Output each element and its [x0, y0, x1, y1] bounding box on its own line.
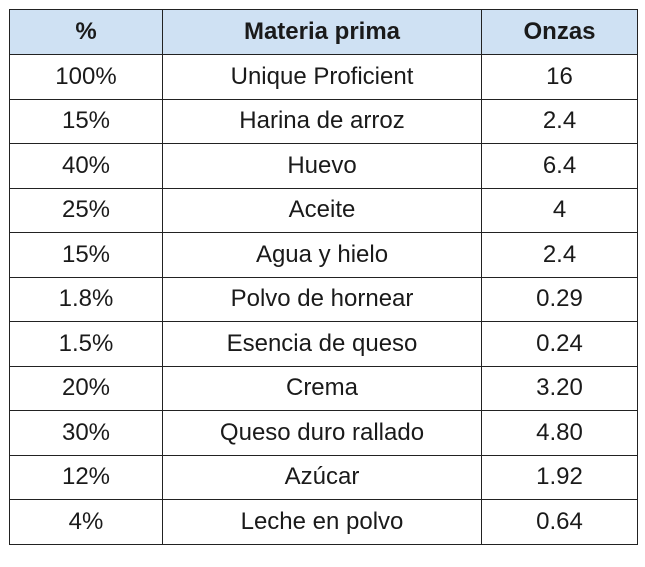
header-materia-prima: Materia prima	[162, 9, 482, 55]
table-row: 1.8% Polvo de hornear 0.29	[9, 276, 638, 322]
table-row: 20% Crema 3.20	[9, 365, 638, 411]
recipe-table-container: % Materia prima Onzas 100% Unique Profici…	[9, 9, 638, 545]
cell-onzas: 16	[481, 54, 638, 100]
cell-percent: 1.8%	[9, 276, 163, 322]
cell-materia-prima: Agua y hielo	[162, 232, 482, 278]
table-row: 100% Unique Proficient 16	[9, 54, 638, 100]
cell-onzas: 4	[481, 187, 638, 233]
header-row: % Materia prima Onzas	[9, 9, 638, 55]
cell-percent: 20%	[9, 365, 163, 411]
cell-materia-prima: Azúcar	[162, 454, 482, 500]
cell-materia-prima: Harina de arroz	[162, 98, 482, 144]
cell-onzas: 4.80	[481, 410, 638, 456]
cell-percent: 30%	[9, 410, 163, 456]
cell-percent: 15%	[9, 98, 163, 144]
cell-percent: 15%	[9, 232, 163, 278]
table-row: 25% Aceite 4	[9, 187, 638, 233]
cell-materia-prima: Queso duro rallado	[162, 410, 482, 456]
cell-onzas: 0.64	[481, 499, 638, 545]
cell-onzas: 2.4	[481, 98, 638, 144]
cell-materia-prima: Leche en polvo	[162, 499, 482, 545]
cell-percent: 25%	[9, 187, 163, 233]
cell-onzas: 0.29	[481, 276, 638, 322]
table-body: 100% Unique Proficient 16 15% Harina de arro…	[9, 54, 638, 545]
table-row: 15% Harina de arroz 2.4	[9, 98, 638, 144]
table-row: 12% Azúcar 1.92	[9, 454, 638, 500]
cell-percent: 40%	[9, 143, 163, 189]
table-header: % Materia prima Onzas	[9, 9, 638, 55]
cell-materia-prima: Huevo	[162, 143, 482, 189]
cell-onzas: 2.4	[481, 232, 638, 278]
cell-onzas: 1.92	[481, 454, 638, 500]
cell-materia-prima: Crema	[162, 365, 482, 411]
cell-materia-prima: Aceite	[162, 187, 482, 233]
cell-onzas: 3.20	[481, 365, 638, 411]
cell-materia-prima: Polvo de hornear	[162, 276, 482, 322]
table-row: 1.5% Esencia de queso 0.24	[9, 321, 638, 367]
table-row: 40% Huevo 6.4	[9, 143, 638, 189]
cell-materia-prima: Esencia de queso	[162, 321, 482, 367]
table-row: 15% Agua y hielo 2.4	[9, 232, 638, 278]
cell-percent: 12%	[9, 454, 163, 500]
header-onzas: Onzas	[481, 9, 638, 55]
recipe-table: % Materia prima Onzas 100% Unique Profici…	[9, 9, 638, 545]
table-row: 30% Queso duro rallado 4.80	[9, 410, 638, 456]
cell-percent: 100%	[9, 54, 163, 100]
header-percent: %	[9, 9, 163, 55]
cell-onzas: 6.4	[481, 143, 638, 189]
cell-percent: 1.5%	[9, 321, 163, 367]
table-row: 4% Leche en polvo 0.64	[9, 499, 638, 545]
cell-onzas: 0.24	[481, 321, 638, 367]
cell-percent: 4%	[9, 499, 163, 545]
cell-materia-prima: Unique Proficient	[162, 54, 482, 100]
